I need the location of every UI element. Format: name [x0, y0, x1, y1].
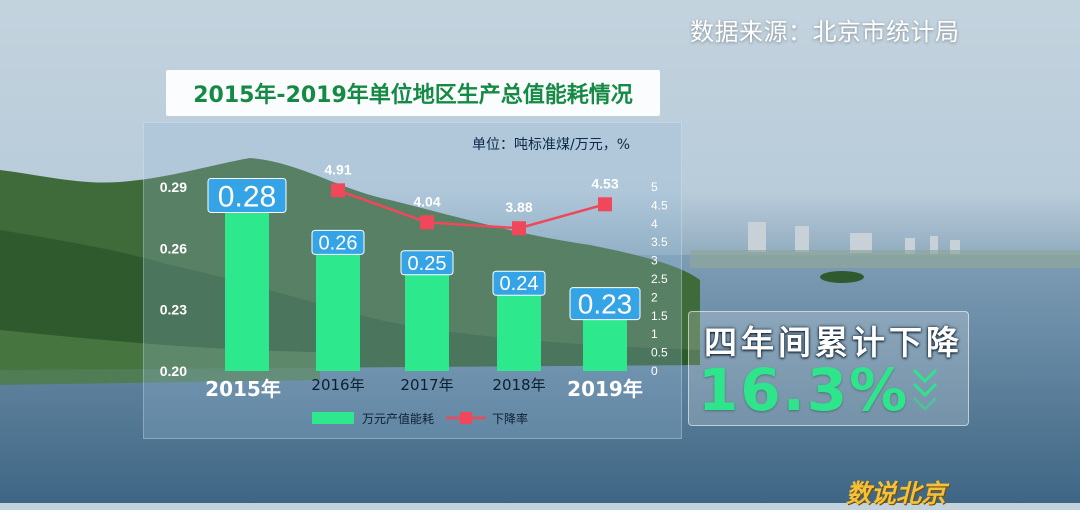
line-point-2018年 — [512, 221, 526, 236]
y-right-tick: 2 — [651, 290, 658, 304]
y-left-tick: 0.20 — [160, 363, 187, 379]
y-right-tick: 0 — [651, 364, 658, 378]
line-point-2019年 — [598, 197, 612, 212]
x-category-label: 2018年 — [492, 376, 545, 394]
x-category-label: 2016年 — [311, 376, 364, 394]
line-point-2017年 — [420, 215, 434, 230]
line-data-label: 4.53 — [591, 175, 618, 191]
y-right-tick: 1.5 — [651, 309, 668, 323]
bar-2018年 — [497, 289, 541, 371]
highlight-label: 四年间累计下降 — [704, 323, 963, 362]
bar-data-label: 0.26 — [319, 232, 358, 254]
chart-title-box: 2015年-2019年单位地区生产总值能耗情况 — [166, 70, 660, 116]
bar-label-box — [569, 287, 641, 321]
y-right-tick: 3.5 — [651, 235, 668, 249]
line-point-2016年 — [331, 183, 345, 198]
unit-label: 单位：吨标准煤/万元，% — [472, 137, 631, 153]
legend-line-marker — [460, 412, 472, 424]
line-series-decline-rate — [337, 189, 606, 230]
bar-2016年 — [316, 248, 360, 371]
x-category-label: 2017年 — [400, 376, 453, 394]
line-data-label: 3.88 — [505, 199, 532, 215]
bar-data-label: 0.28 — [218, 180, 276, 213]
bar-2017年 — [405, 268, 449, 371]
double-chevron-down-icon — [912, 368, 938, 412]
chart-title: 2015年-2019年单位地区生产总值能耗情况 — [193, 83, 633, 108]
legend-bar-label: 万元产值能耗 — [362, 411, 434, 426]
y-left-tick: 0.23 — [160, 302, 187, 318]
line-data-label: 4.91 — [324, 161, 351, 177]
x-category-label: 2015年 — [205, 377, 281, 401]
x-category-label: 2019年 — [567, 377, 643, 401]
y-right-tick: 0.5 — [651, 346, 668, 360]
bar-data-label: 0.23 — [578, 289, 633, 320]
y-right-tick: 1 — [651, 327, 658, 341]
legend-line-label: 下降率 — [492, 411, 528, 426]
y-right-tick: 4 — [651, 217, 658, 231]
y-right-tick: 2.5 — [651, 272, 668, 286]
y-right-tick: 4.5 — [651, 198, 668, 212]
data-source: 数据来源：北京市统计局 — [690, 18, 960, 46]
brand-logo: 数说北京 — [846, 479, 947, 508]
y-left-tick: 0.29 — [160, 179, 187, 195]
highlight-value: 16.3% — [698, 356, 910, 424]
bar-2015年 — [225, 207, 269, 371]
bar-label-box — [311, 229, 365, 255]
bar-label-box — [207, 177, 287, 213]
bar-label-box — [492, 270, 546, 296]
y-left-tick: 0.26 — [160, 240, 187, 256]
legend-bar-swatch — [312, 412, 354, 424]
bar-data-label: 0.24 — [500, 273, 539, 295]
y-right-tick: 3 — [651, 254, 658, 268]
y-right-tick: 5 — [651, 180, 658, 194]
bar-label-box — [400, 250, 454, 276]
bar-data-label: 0.25 — [408, 253, 447, 275]
line-data-label: 4.04 — [413, 193, 440, 209]
